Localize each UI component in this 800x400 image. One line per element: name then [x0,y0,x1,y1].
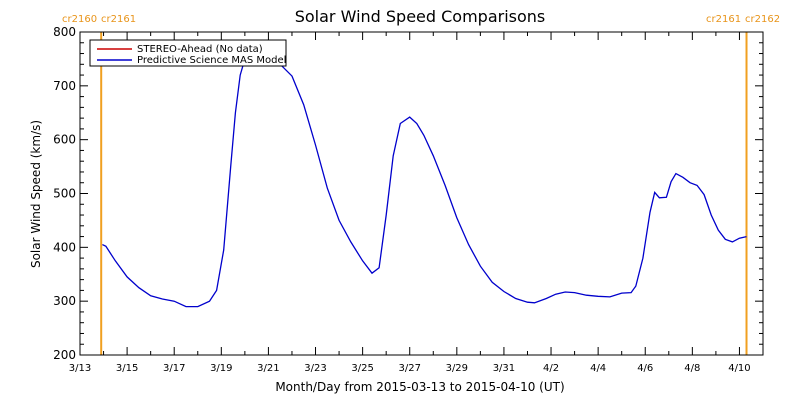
x-tick-label: 4/6 [637,363,653,374]
x-axis-label: Month/Day from 2015-03-13 to 2015-04-10 … [275,380,564,394]
x-tick-label: 3/13 [69,363,91,374]
x-tick-label: 4/8 [684,363,700,374]
x-tick-label: 3/21 [257,363,279,374]
plot-frame [79,31,764,356]
y-tick-label: 700 [53,79,76,93]
carrington-label: cr2161 [706,14,741,25]
y-tick-label: 200 [53,348,76,362]
x-tick-label: 3/15 [116,363,138,374]
carrington-label: cr2160 [62,14,97,25]
x-tick-label: 4/10 [728,363,750,374]
legend: STEREO-Ahead (No data) Predictive Scienc… [89,39,287,67]
y-tick-label: 400 [53,240,76,254]
y-tick-label: 800 [53,25,76,39]
x-tick-label: 3/27 [398,363,420,374]
y-tick-label: 300 [53,294,76,308]
carrington-label: cr2161 [101,14,136,25]
y-tick-label: 600 [53,133,76,147]
y-axis: 200 300 400 500 600 700 800 [53,25,763,362]
x-tick-label: 3/31 [493,363,515,374]
carrington-markers: cr2160 cr2161 cr2161 cr2162 [62,14,780,355]
y-axis-label: Solar Wind Speed (km/s) [29,120,43,268]
x-tick-label: 3/19 [210,363,232,374]
legend-label-stereo: STEREO-Ahead (No data) [137,44,263,55]
x-tick-label: 3/25 [351,363,373,374]
series-group [102,52,747,308]
x-tick-label: 3/29 [446,363,468,374]
x-tick-label: 3/23 [304,363,326,374]
chart-title: Solar Wind Speed Comparisons [295,7,546,26]
x-tick-label: 4/2 [543,363,559,374]
legend-box [89,39,287,67]
series-line-mas [102,52,747,308]
x-axis: 3/13 3/15 3/17 3/19 3/21 3/23 3/25 3/27 3/29 3/31… [69,32,751,374]
y-tick-label: 500 [53,187,76,201]
legend-label-mas: Predictive Science MAS Model [137,55,286,66]
x-tick-label: 3/17 [163,363,185,374]
carrington-label: cr2162 [745,14,780,25]
x-tick-label: 4/4 [590,363,606,374]
